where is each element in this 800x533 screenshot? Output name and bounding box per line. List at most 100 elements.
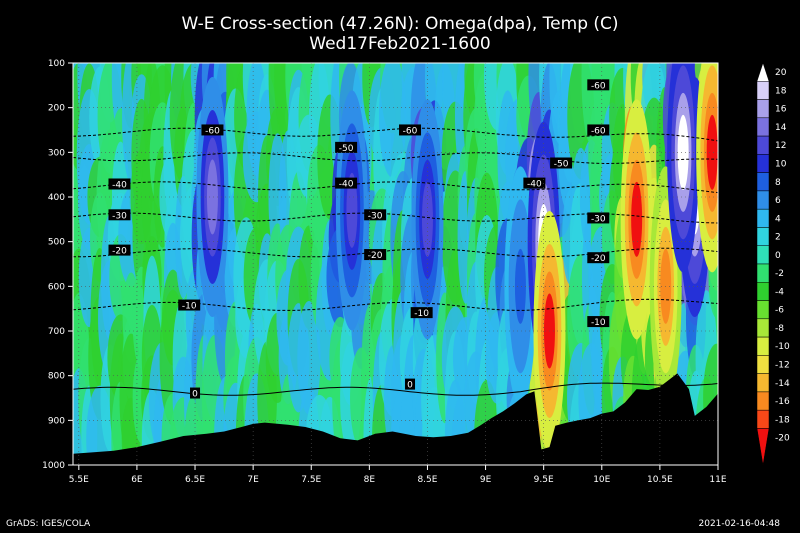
contour-label-bg — [108, 244, 131, 256]
x-tick-label: 5.5E — [69, 475, 89, 485]
colorbar-label: -2 — [775, 269, 784, 279]
contour-label-bg — [587, 212, 610, 224]
y-tick-label: 200 — [48, 104, 65, 114]
colorbar-label: -18 — [775, 415, 790, 425]
contour-label-bg — [201, 124, 224, 136]
colorbar-segment — [756, 208, 770, 228]
omega-feature — [706, 114, 718, 190]
x-tick-label: 6.5E — [185, 475, 205, 485]
contour-label-bg — [335, 177, 358, 189]
plot-frame — [72, 62, 719, 466]
contour-label: -10 — [182, 302, 197, 312]
colorbar-segment — [756, 263, 770, 283]
omega-shade — [297, 301, 321, 415]
colorbar-label: -4 — [775, 287, 784, 297]
contour-label-bg — [108, 178, 131, 190]
colorbar-segment — [756, 99, 770, 119]
colorbar-segment — [756, 355, 770, 374]
y-tick-label: 700 — [48, 327, 65, 337]
temperature-contour — [73, 382, 718, 396]
colorbar-label: 16 — [775, 105, 787, 115]
contour-label: -30 — [591, 214, 606, 224]
colorbar-segment — [756, 227, 770, 246]
contour-label-bg — [587, 124, 610, 136]
temperature-contour — [73, 152, 718, 165]
omega-feature — [346, 172, 358, 248]
contour-label: -60 — [205, 126, 220, 136]
colorbar-label: -16 — [775, 397, 790, 407]
colorbar-segment — [756, 391, 770, 411]
contour-label: -50 — [339, 144, 354, 154]
temperature-contour — [73, 127, 718, 142]
footer-timestamp: 2021-02-16-04:48 — [698, 519, 781, 529]
omega-feature — [514, 248, 526, 324]
colorbar-label: 20 — [775, 68, 787, 78]
colorbar-label: -10 — [775, 342, 790, 352]
contour-label: -50 — [554, 160, 569, 170]
colorbar-label: 18 — [775, 86, 787, 96]
omega-shade — [378, 63, 407, 178]
colorbar-label: -8 — [775, 324, 784, 334]
contour-label: -30 — [368, 211, 383, 221]
colorbar-label: 0 — [775, 251, 781, 261]
x-tick-label: 9.5E — [534, 475, 554, 485]
colorbar-label: -6 — [775, 306, 784, 316]
omega-feature — [206, 159, 218, 235]
x-tick-label: 10E — [593, 475, 610, 485]
x-tick-label: 7.5E — [301, 475, 321, 485]
x-tick-label: 11E — [709, 475, 726, 485]
colorbar-segment — [756, 409, 770, 429]
colorbar-label: 6 — [775, 196, 781, 206]
contour-label-bg — [335, 141, 358, 153]
chart-subtitle: Wed17Feb2021-1600 — [309, 34, 491, 54]
colorbar-label: 10 — [775, 160, 787, 170]
contour-label-bg — [587, 79, 610, 91]
contour-label: -60 — [591, 81, 606, 91]
colorbar-segment — [756, 154, 770, 173]
colorbar-label: 2 — [775, 233, 781, 243]
x-tick-label: 8.5E — [417, 475, 437, 485]
x-tick-label: 10.5E — [647, 475, 673, 485]
contour-label: -40 — [112, 180, 127, 190]
contour-label: -40 — [527, 180, 542, 190]
y-tick-label: 100 — [48, 59, 65, 69]
contour-label-bg — [523, 177, 546, 189]
colorbar-segment — [756, 336, 770, 356]
colorbar-segment — [756, 172, 770, 192]
x-tick-label: 7E — [247, 475, 259, 485]
contour-label: -60 — [591, 126, 606, 136]
colorbar-top-arrow — [756, 62, 770, 82]
colorbar-label: 14 — [775, 123, 787, 133]
colorbar-label: -20 — [775, 434, 790, 444]
contour-label: -30 — [112, 211, 127, 221]
x-tick-label: 6E — [131, 475, 143, 485]
x-tick-label: 9E — [480, 475, 492, 485]
colorbar-segment — [756, 318, 770, 338]
contour-label: -40 — [339, 180, 354, 190]
contour-label-bg — [178, 299, 201, 311]
contour-label: 0 — [407, 381, 413, 391]
chart-title: W-E Cross-section (47.26N): Omega(dpa), … — [181, 14, 619, 34]
colorbar-label: 12 — [775, 141, 786, 151]
colorbar-segment — [756, 373, 770, 393]
contour-label-bg — [587, 252, 610, 264]
colorbar-segment — [756, 282, 770, 301]
colorbar-segment — [756, 245, 770, 265]
contour-label: -20 — [368, 251, 383, 261]
colorbar-label: 4 — [775, 214, 781, 224]
terrain-mask — [73, 373, 718, 465]
colorbar-bottom-arrow — [756, 428, 770, 466]
contour-label: -20 — [112, 247, 127, 257]
omega-feature — [631, 181, 643, 257]
temperature-contour — [73, 212, 718, 224]
colorbar-segment — [756, 300, 770, 320]
contour-label-bg — [190, 387, 201, 399]
contour-label: -20 — [591, 254, 606, 264]
contour-label-bg — [108, 209, 131, 221]
contour-label-bg — [399, 124, 422, 136]
y-tick-label: 300 — [48, 148, 65, 158]
contour-label-bg — [364, 209, 387, 221]
y-tick-label: 500 — [48, 238, 65, 248]
contour-label: -10 — [414, 309, 429, 319]
